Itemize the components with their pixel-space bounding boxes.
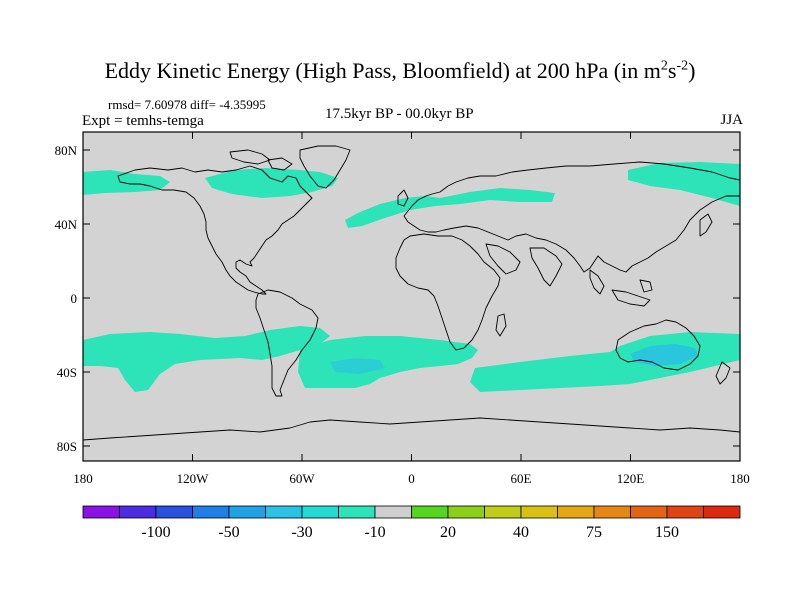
coast-antarctica <box>83 417 740 441</box>
colorbar-label: -100 <box>141 524 170 541</box>
colorbar-swatch <box>265 505 303 519</box>
colorbar-label: 150 <box>655 524 679 541</box>
coast-north-america <box>117 165 313 295</box>
colorbar-label: -50 <box>218 524 239 541</box>
colorbar-swatch <box>301 505 339 519</box>
coastlines <box>83 145 740 441</box>
colorbar-swatch <box>119 505 157 519</box>
coast-japan <box>699 213 713 237</box>
colorbar-swatch <box>82 505 120 519</box>
anomaly-region-south-atlantic <box>298 336 478 388</box>
lon-tick-label: 60W <box>289 471 315 486</box>
colorbar-label: -10 <box>364 524 385 541</box>
lat-tick-label: 80N <box>55 143 78 158</box>
colorbar-label: -30 <box>291 524 312 541</box>
latitude-axis: 80N 40N 0 40S 80S <box>55 143 740 454</box>
season-label: JJA <box>720 112 743 128</box>
lon-tick-label: 180 <box>73 471 93 486</box>
colorbar-label: 20 <box>440 524 456 541</box>
coast-south-america <box>255 289 319 397</box>
anomaly-region-north-atlantic <box>345 188 555 228</box>
colorbar-swatch <box>520 505 558 519</box>
anomaly-fields <box>83 145 740 441</box>
colorbar-swatch <box>192 505 230 519</box>
coast-uk <box>397 189 409 207</box>
lon-tick-label: 120E <box>617 471 645 486</box>
colorbar-swatch <box>228 505 266 519</box>
experiment-label: Expt = temhs-temga <box>82 113 204 129</box>
coast-africa <box>395 233 501 351</box>
coast-arabia <box>485 243 521 275</box>
coast-southeast-asia <box>589 269 653 307</box>
anomaly-region-atlantic-core <box>330 358 385 374</box>
colorbar-swatch <box>703 505 741 519</box>
coast-eurasia <box>403 161 740 273</box>
coast-greenland <box>299 145 351 189</box>
lon-tick-label: 180 <box>730 471 750 486</box>
lat-tick-label: 80S <box>57 439 77 454</box>
lon-tick-label: 60E <box>511 471 532 486</box>
coast-australia <box>615 319 701 371</box>
coast-madagascar <box>495 313 507 337</box>
colorbar-label: 75 <box>586 524 602 541</box>
lon-tick-label: 120W <box>177 471 210 486</box>
colorbar-swatch <box>338 505 376 519</box>
longitude-axis: 180 120W 60W 0 60E 120E 180 <box>73 132 750 486</box>
colorbar: -100 -50 -30 -10 20 40 75 150 <box>82 505 741 541</box>
anomaly-region-north-pacific-west <box>83 170 170 195</box>
map-background <box>83 132 740 461</box>
colorbar-swatch <box>447 505 485 519</box>
lat-tick-label: 0 <box>71 291 78 306</box>
coast-india <box>529 247 563 287</box>
coast-arctic-islands <box>229 149 293 171</box>
anomaly-region-north-pacific-east <box>628 162 740 206</box>
colorbar-label: 40 <box>513 524 529 541</box>
colorbar-swatch <box>593 505 631 519</box>
lon-tick-label: 0 <box>408 471 415 486</box>
period-label: 17.5kyr BP - 00.0kyr BP <box>325 106 474 122</box>
stats-label: rmsd= 7.60978 diff= -4.35995 <box>108 97 266 112</box>
plot-title: Eddy Kinetic Energy (High Pass, Bloomfie… <box>104 58 696 83</box>
colorbar-swatch <box>630 505 668 519</box>
colorbar-swatch <box>411 505 449 519</box>
colorbar-swatch <box>374 505 412 519</box>
coast-new-zealand <box>715 361 731 385</box>
anomaly-region-australia-core <box>630 344 698 366</box>
colorbar-swatch <box>666 505 704 519</box>
colorbar-swatch <box>155 505 193 519</box>
lat-tick-label: 40N <box>55 217 78 232</box>
lat-tick-label: 40S <box>57 365 77 380</box>
colorbar-swatch <box>557 505 595 519</box>
colorbar-swatch <box>484 505 522 519</box>
